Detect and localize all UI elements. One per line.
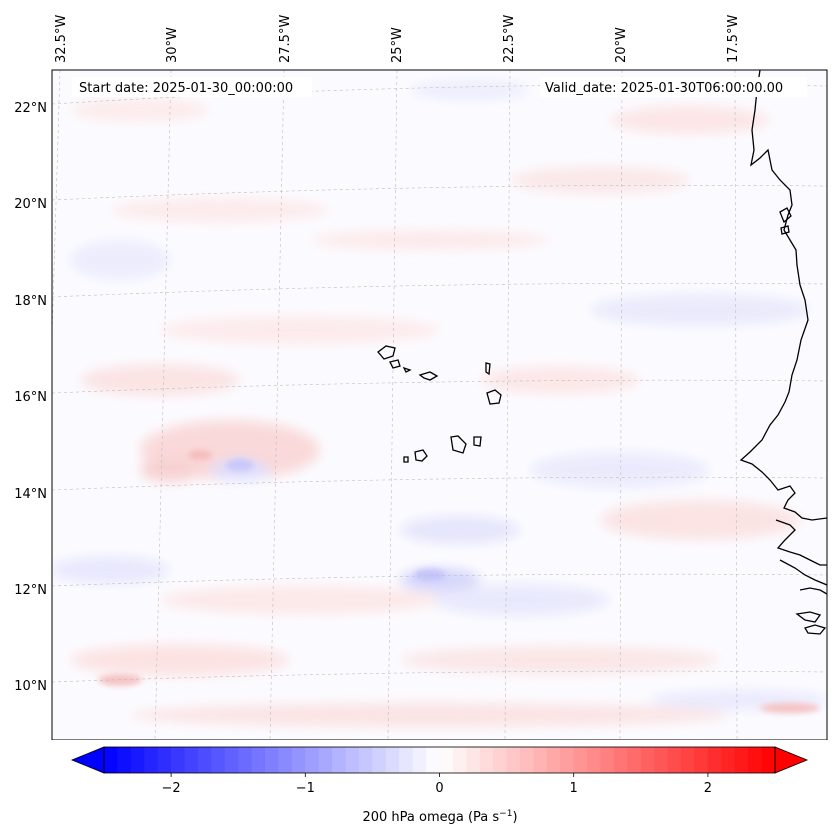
map-frame <box>51 69 828 740</box>
colorbar-tick-label: 1 <box>570 781 578 796</box>
colorbar-cell <box>291 747 306 773</box>
colorbar-cell <box>426 747 441 773</box>
colorbar-cell <box>654 747 669 773</box>
colorbar-cell <box>372 747 387 773</box>
colorbar-cell <box>734 747 749 773</box>
lon-label: 32.5°W <box>54 15 69 63</box>
colorbar-cell <box>399 747 414 773</box>
colorbar-ticks: −2 −1 0 1 2 <box>162 773 712 796</box>
colorbar: −2 −1 0 1 2 200 hPa omega (Pa s−1) <box>70 746 809 825</box>
lat-label: 20°N <box>14 197 47 212</box>
colorbar-cell <box>130 747 145 773</box>
lat-label: 12°N <box>14 583 47 598</box>
colorbar-cell <box>761 747 776 773</box>
colorbar-cell <box>707 747 722 773</box>
colorbar-cell <box>627 747 642 773</box>
colorbar-cell <box>681 747 696 773</box>
colorbar-tick-label: 0 <box>435 781 443 796</box>
colorbar-cell <box>560 747 575 773</box>
lat-label: 22°N <box>14 101 47 116</box>
valid-date-label: Valid_date: 2025-01-30T06:00:00.00 <box>545 81 783 96</box>
colorbar-cell <box>506 747 521 773</box>
colorbar-cell <box>184 747 199 773</box>
lat-label: 14°N <box>14 487 47 502</box>
colorbar-cell <box>546 747 561 773</box>
cape-verde-islands <box>377 345 502 463</box>
colorbar-cell <box>104 747 119 773</box>
colorbar-cell <box>345 747 360 773</box>
colorbar-cell <box>144 747 159 773</box>
colorbar-cell <box>533 747 548 773</box>
colorbar-cell <box>466 747 481 773</box>
colorbar-cell <box>412 747 427 773</box>
colorbar-min-extend <box>70 746 105 774</box>
colorbar-cell <box>640 747 655 773</box>
lon-labels: 32.5°W 30°W 27.5°W 25°W 22.5°W 20°W 17.5… <box>54 15 741 63</box>
start-date-label: Start date: 2025-01-30_00:00:00 <box>79 81 293 96</box>
colorbar-cell <box>157 747 172 773</box>
colorbar-cell <box>721 747 736 773</box>
colorbar-cell <box>305 747 320 773</box>
colorbar-label: 200 hPa omega (Pa s−1) <box>362 809 517 825</box>
lon-label: 27.5°W <box>278 15 293 63</box>
colorbar-cell <box>211 747 226 773</box>
colorbar-cell <box>278 747 293 773</box>
colorbar-cell <box>385 747 400 773</box>
lon-label: 20°W <box>614 27 629 63</box>
colorbar-cell <box>318 747 333 773</box>
lat-label: 18°N <box>14 294 47 309</box>
lat-label: 16°N <box>14 390 47 405</box>
colorbar-cell <box>694 747 709 773</box>
colorbar-cell <box>332 747 347 773</box>
lat-labels: 22°N 20°N 18°N 16°N 14°N 12°N 10°N <box>14 101 47 694</box>
colorbar-cells <box>104 747 776 773</box>
colorbar-cell <box>238 747 253 773</box>
lon-label: 30°W <box>165 27 180 63</box>
colorbar-max-extend <box>774 746 809 774</box>
colorbar-cell <box>479 747 494 773</box>
colorbar-cell <box>600 747 615 773</box>
omega-field <box>52 70 827 740</box>
colorbar-cell <box>117 747 132 773</box>
colorbar-cell <box>587 747 602 773</box>
colorbar-cell <box>520 747 535 773</box>
lon-label: 25°W <box>390 27 405 63</box>
colorbar-cell <box>439 747 454 773</box>
colorbar-tick-label: −2 <box>162 781 181 796</box>
colorbar-cell <box>573 747 588 773</box>
colorbar-cell <box>224 747 239 773</box>
colorbar-cell <box>197 747 212 773</box>
omega-map: Start date: 2025-01-30_00:00:00 Valid_da… <box>14 15 828 740</box>
colorbar-cell <box>171 747 186 773</box>
colorbar-cell <box>667 747 682 773</box>
colorbar-cell <box>452 747 467 773</box>
colorbar-cell <box>251 747 266 773</box>
colorbar-cell <box>748 747 763 773</box>
colorbar-cell <box>613 747 628 773</box>
colorbar-cell <box>265 747 280 773</box>
lat-label: 10°N <box>14 679 47 694</box>
colorbar-cell <box>358 747 373 773</box>
colorbar-tick-label: −1 <box>296 781 315 796</box>
graticule <box>52 70 827 740</box>
colorbar-cell <box>493 747 508 773</box>
coastline <box>739 70 827 635</box>
lon-label: 22.5°W <box>502 15 517 63</box>
colorbar-tick-label: 2 <box>704 781 712 796</box>
lon-label: 17.5°W <box>726 15 741 63</box>
